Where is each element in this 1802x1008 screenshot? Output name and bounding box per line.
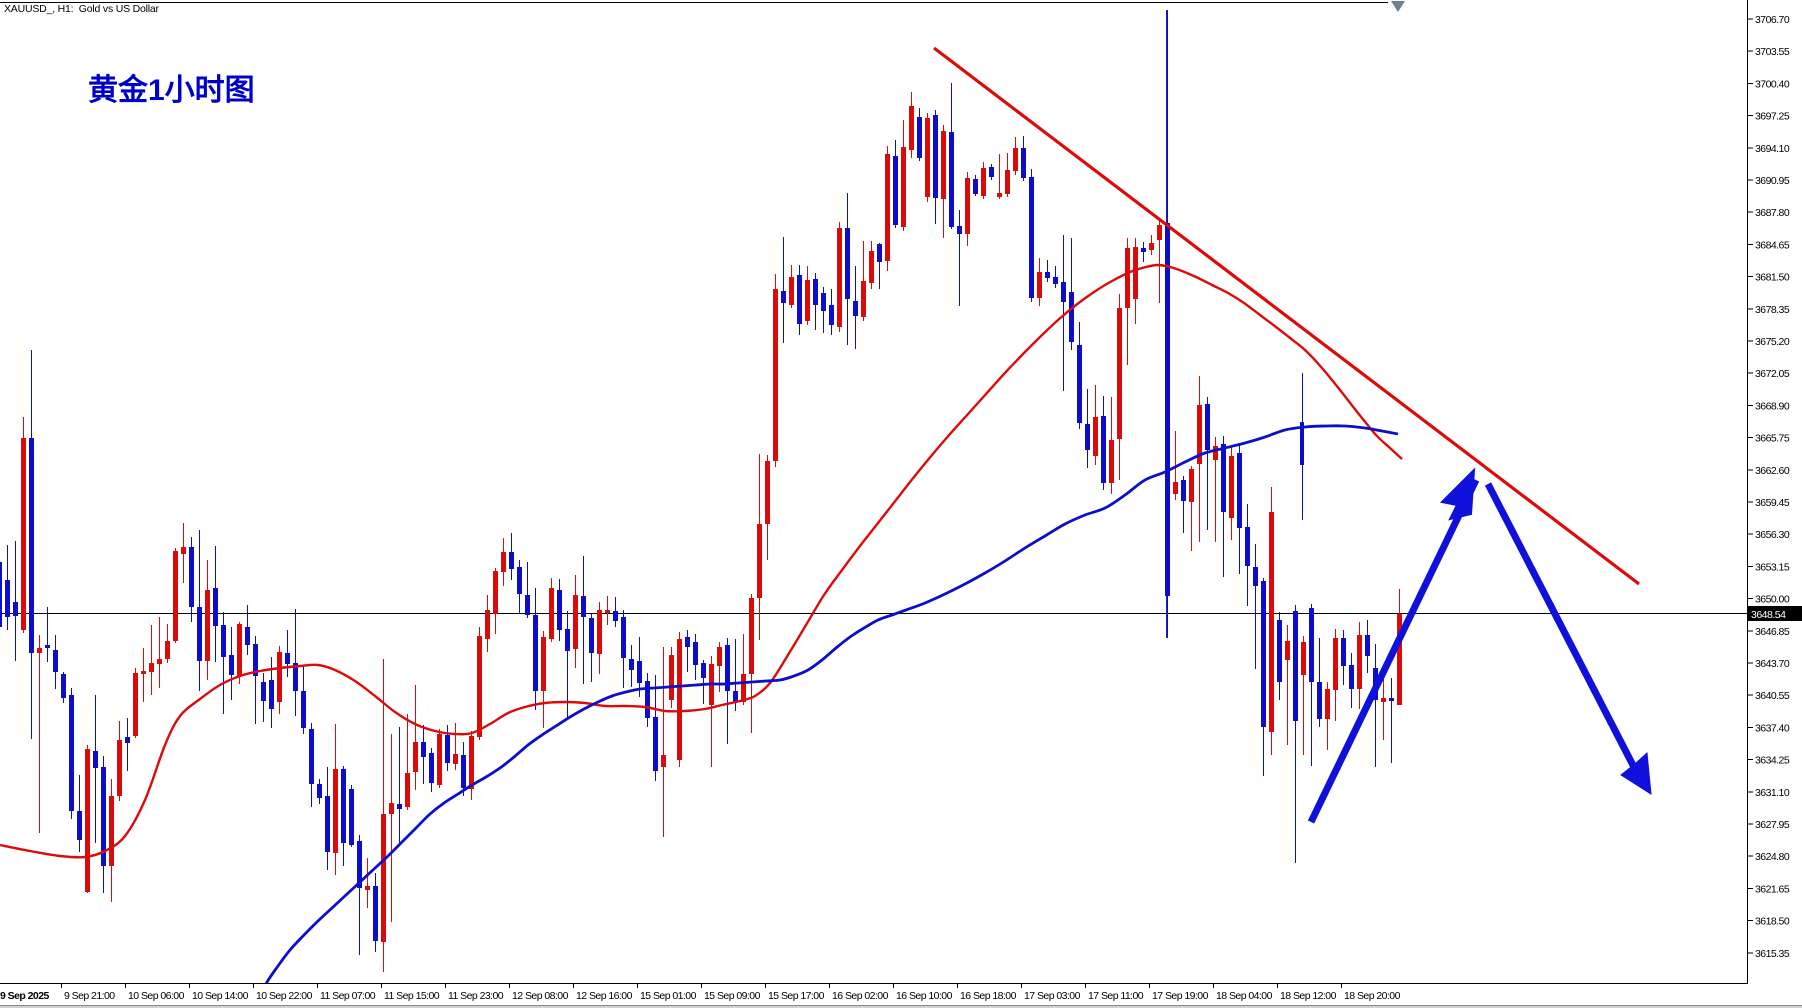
svg-text:9 Sep 21:00: 9 Sep 21:00	[64, 990, 115, 1002]
svg-text:10 Sep 22:00: 10 Sep 22:00	[256, 990, 313, 1002]
svg-text:3665.75: 3665.75	[1755, 433, 1790, 445]
svg-text:3634.25: 3634.25	[1755, 755, 1790, 767]
svg-text:10 Sep 14:00: 10 Sep 14:00	[192, 990, 249, 1002]
svg-text:10 Sep 06:00: 10 Sep 06:00	[128, 990, 185, 1002]
svg-text:18 Sep 04:00: 18 Sep 04:00	[1216, 990, 1273, 1002]
svg-text:3672.05: 3672.05	[1755, 368, 1790, 380]
svg-text:12 Sep 08:00: 12 Sep 08:00	[512, 990, 569, 1002]
svg-text:3662.60: 3662.60	[1755, 465, 1790, 477]
svg-text:3675.20: 3675.20	[1755, 336, 1790, 348]
svg-text:3621.65: 3621.65	[1755, 883, 1790, 895]
svg-text:3653.15: 3653.15	[1755, 561, 1790, 573]
svg-text:3700.40: 3700.40	[1755, 78, 1790, 90]
svg-text:12 Sep 16:00: 12 Sep 16:00	[576, 990, 633, 1002]
svg-text:3631.10: 3631.10	[1755, 787, 1790, 799]
svg-text:9 Sep 2025: 9 Sep 2025	[0, 990, 49, 1002]
svg-text:3687.80: 3687.80	[1755, 207, 1790, 219]
svg-text:3703.55: 3703.55	[1755, 46, 1790, 58]
svg-text:17 Sep 11:00: 17 Sep 11:00	[1088, 990, 1144, 1002]
svg-text:15 Sep 17:00: 15 Sep 17:00	[768, 990, 825, 1002]
svg-text:16 Sep 10:00: 16 Sep 10:00	[896, 990, 953, 1002]
svg-text:3684.65: 3684.65	[1755, 239, 1790, 251]
svg-text:XAUUSD_, H1: Gold vs US Dolla: XAUUSD_, H1: Gold vs US Dollar	[4, 3, 160, 15]
svg-text:3618.50: 3618.50	[1755, 916, 1790, 928]
svg-text:3643.70: 3643.70	[1755, 658, 1790, 670]
svg-text:3678.35: 3678.35	[1755, 304, 1790, 316]
svg-text:3697.25: 3697.25	[1755, 111, 1790, 123]
svg-text:11 Sep 07:00: 11 Sep 07:00	[320, 990, 376, 1002]
svg-text:3690.95: 3690.95	[1755, 175, 1790, 187]
svg-text:11 Sep 23:00: 11 Sep 23:00	[448, 990, 504, 1002]
svg-text:16 Sep 02:00: 16 Sep 02:00	[832, 990, 889, 1002]
svg-text:3646.85: 3646.85	[1755, 626, 1790, 638]
svg-text:3668.90: 3668.90	[1755, 400, 1790, 412]
svg-text:3648.54: 3648.54	[1751, 609, 1786, 621]
svg-text:3681.50: 3681.50	[1755, 272, 1790, 284]
svg-text:3637.40: 3637.40	[1755, 722, 1790, 734]
svg-text:3694.10: 3694.10	[1755, 143, 1790, 155]
svg-text:16 Sep 18:00: 16 Sep 18:00	[960, 990, 1017, 1002]
svg-text:18 Sep 12:00: 18 Sep 12:00	[1280, 990, 1337, 1002]
svg-text:3650.00: 3650.00	[1755, 594, 1790, 606]
svg-text:3640.55: 3640.55	[1755, 690, 1790, 702]
svg-text:11 Sep 15:00: 11 Sep 15:00	[384, 990, 440, 1002]
svg-text:3624.80: 3624.80	[1755, 851, 1790, 863]
svg-text:15 Sep 01:00: 15 Sep 01:00	[640, 990, 697, 1002]
svg-text:黄金1小时图: 黄金1小时图	[88, 73, 255, 107]
svg-text:3659.45: 3659.45	[1755, 497, 1790, 509]
svg-text:3706.70: 3706.70	[1755, 14, 1790, 26]
svg-text:18 Sep 20:00: 18 Sep 20:00	[1344, 990, 1401, 1002]
svg-text:3615.35: 3615.35	[1755, 948, 1790, 960]
svg-text:3627.95: 3627.95	[1755, 819, 1790, 831]
svg-text:15 Sep 09:00: 15 Sep 09:00	[704, 990, 761, 1002]
svg-text:3656.30: 3656.30	[1755, 529, 1790, 541]
svg-text:17 Sep 03:00: 17 Sep 03:00	[1024, 990, 1081, 1002]
svg-text:17 Sep 19:00: 17 Sep 19:00	[1152, 990, 1209, 1002]
